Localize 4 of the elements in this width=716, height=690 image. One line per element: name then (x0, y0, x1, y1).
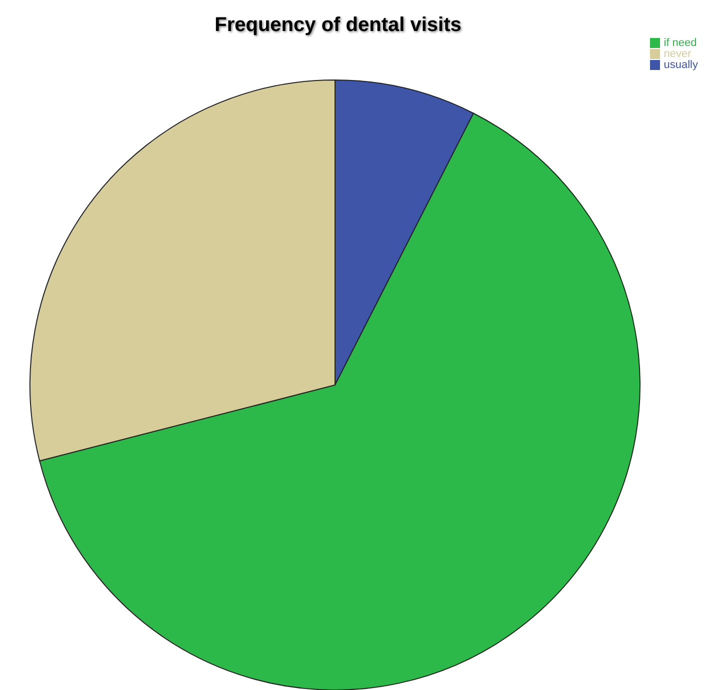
legend-label: never (664, 48, 692, 60)
chart-title: Frequency of dental visits (214, 14, 462, 37)
legend-label: usually (664, 59, 698, 71)
legend-label: if need (664, 37, 697, 49)
